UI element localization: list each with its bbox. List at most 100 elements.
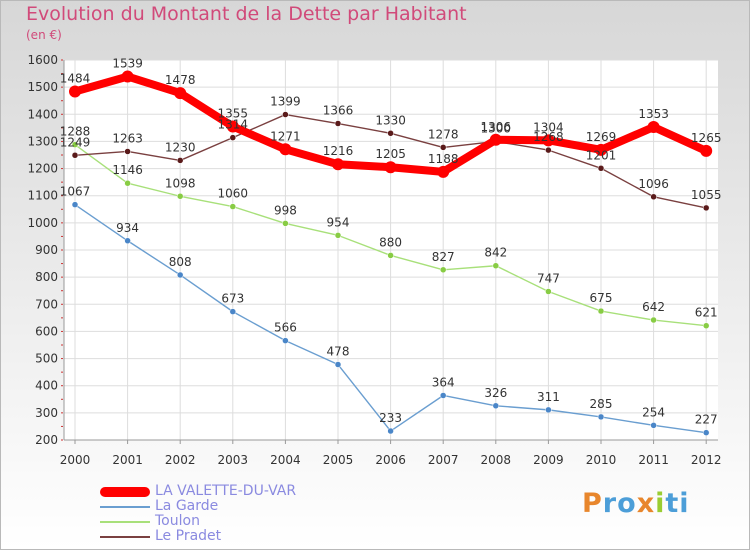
data-label: 642 xyxy=(642,300,665,314)
data-label: 1355 xyxy=(218,107,249,121)
data-label: 675 xyxy=(590,291,613,305)
data-point xyxy=(437,165,450,178)
legend-label: Toulon xyxy=(155,513,200,529)
series-toulon xyxy=(71,141,710,329)
logo-letter: i xyxy=(679,488,690,519)
data-point xyxy=(71,201,79,208)
data-point xyxy=(489,133,502,146)
data-label: 566 xyxy=(274,321,297,335)
data-label: 1249 xyxy=(60,135,91,149)
data-point xyxy=(492,262,500,269)
data-label: 1353 xyxy=(638,107,669,121)
legend-item: LA VALETTE-DU-VAR xyxy=(100,483,360,500)
data-labels: 1067 934 808 673 566 478 233 364 326 311 285 254 227… xyxy=(60,57,722,427)
data-label: 1300 xyxy=(481,121,512,135)
x-tick-label: 2007 xyxy=(428,453,459,467)
y-tick-label: 1100 xyxy=(27,189,58,203)
legend-item: Toulon xyxy=(100,513,360,530)
data-point xyxy=(439,266,447,274)
data-point xyxy=(387,427,394,435)
logo-letter: P xyxy=(582,488,603,519)
data-point xyxy=(702,322,710,329)
x-tick-label: 2011 xyxy=(638,453,669,467)
data-label: 1263 xyxy=(112,131,143,145)
x-tick-label: 2003 xyxy=(218,453,249,467)
logo-letter: x xyxy=(636,488,656,519)
data-label: 1539 xyxy=(112,57,143,71)
data-point xyxy=(334,232,342,239)
legend-item: Le Pradet xyxy=(100,528,360,545)
data-label: 1366 xyxy=(323,104,354,118)
data-point xyxy=(334,361,342,368)
data-label: 747 xyxy=(537,272,560,286)
data-point xyxy=(124,148,131,155)
x-tick-label: 2004 xyxy=(270,453,301,467)
data-label: 364 xyxy=(432,375,455,389)
data-label: 1216 xyxy=(323,144,354,158)
data-label: 1330 xyxy=(375,113,406,127)
y-tick-label: 1500 xyxy=(27,80,58,94)
data-label: 1205 xyxy=(375,147,406,161)
x-tick-label: 2001 xyxy=(112,453,143,467)
x-tick-label: 2008 xyxy=(481,453,512,467)
data-label: 285 xyxy=(590,397,613,411)
data-label: 673 xyxy=(221,292,244,306)
data-label: 998 xyxy=(274,203,297,217)
data-point xyxy=(647,121,660,134)
data-label: 254 xyxy=(642,405,665,419)
data-label: 1067 xyxy=(60,185,91,199)
data-point xyxy=(176,157,184,164)
data-label: 227 xyxy=(695,413,718,427)
data-label: 311 xyxy=(537,390,560,404)
data-label: 1268 xyxy=(533,130,564,144)
data-label: 1055 xyxy=(691,188,722,202)
data-point xyxy=(71,141,79,148)
data-point xyxy=(124,179,131,187)
data-point xyxy=(279,143,292,156)
logo-letter: o xyxy=(617,488,637,519)
data-point xyxy=(176,271,184,279)
data-label: 954 xyxy=(327,215,350,229)
data-point xyxy=(229,308,237,315)
logo-letter: i xyxy=(655,488,666,519)
data-label: 1188 xyxy=(428,152,459,166)
legend-label: LA VALETTE-DU-VAR xyxy=(155,483,297,499)
y-tick-label: 600 xyxy=(35,324,58,338)
proxiti-logo: Proxiti xyxy=(582,488,690,519)
data-label: 1060 xyxy=(218,187,249,201)
chart-title: Evolution du Montant de la Dette par Hab… xyxy=(26,3,467,25)
data-point xyxy=(226,120,239,133)
data-point xyxy=(229,134,237,141)
series-layer xyxy=(69,70,713,436)
legend-swatch xyxy=(100,521,150,523)
x-tick-label: 2009 xyxy=(533,453,564,467)
data-point xyxy=(332,158,344,171)
data-point xyxy=(597,413,605,421)
data-point xyxy=(384,161,397,174)
data-label: 1314 xyxy=(218,118,249,132)
x-tick-label: 2012 xyxy=(691,453,722,467)
y-tick-label: 200 xyxy=(35,433,58,447)
data-point xyxy=(282,111,289,118)
data-label: 1098 xyxy=(165,176,196,190)
y-tick-label: 1300 xyxy=(27,134,58,148)
data-point xyxy=(176,193,184,200)
data-label: 1269 xyxy=(586,130,617,144)
data-label: 1265 xyxy=(691,131,722,145)
x-tick-label: 2006 xyxy=(375,453,406,467)
data-point xyxy=(595,143,607,156)
data-label: 478 xyxy=(327,345,350,359)
data-point xyxy=(387,252,394,259)
data-label: 326 xyxy=(484,386,507,400)
series-la-valette-du-var xyxy=(69,70,713,178)
data-point xyxy=(545,146,552,154)
x-tick-label: 2005 xyxy=(323,453,354,467)
data-point xyxy=(387,130,394,137)
data-point xyxy=(702,204,710,212)
data-point xyxy=(542,134,555,147)
y-tick-label: 300 xyxy=(35,406,58,420)
data-label: 1096 xyxy=(638,177,669,191)
data-label: 1278 xyxy=(428,127,459,141)
data-label: 1230 xyxy=(165,140,196,154)
